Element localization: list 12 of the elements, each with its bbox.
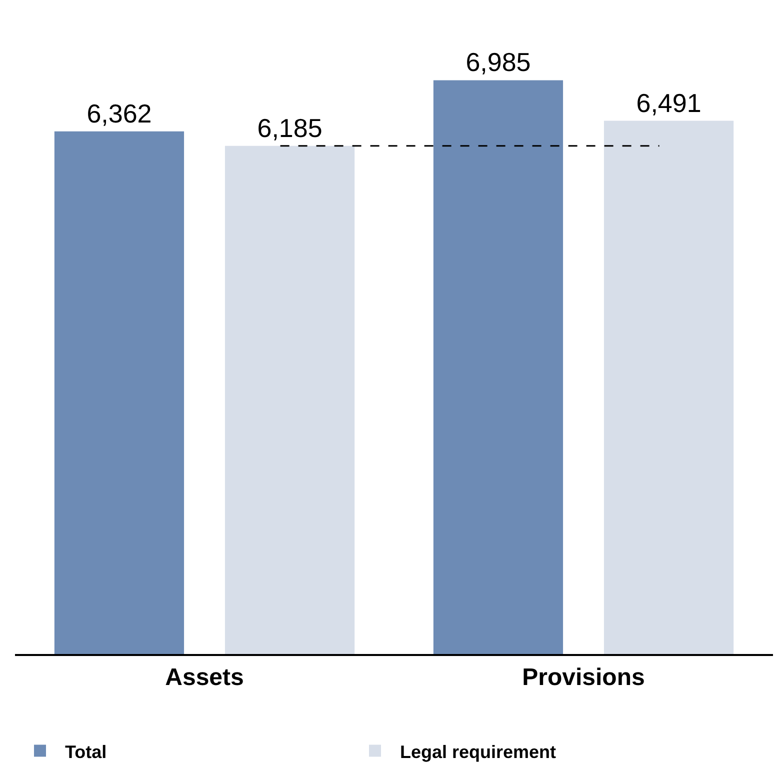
data-label: 6,185	[257, 112, 322, 143]
bar	[604, 120, 734, 654]
legend-label: Total	[65, 742, 107, 762]
bar	[433, 80, 564, 654]
legend-label: Legal requirement	[400, 742, 556, 762]
bar	[224, 146, 355, 654]
x-tick-label: Assets	[165, 664, 244, 691]
data-label: 6,491	[636, 88, 702, 118]
bar	[54, 131, 184, 654]
data-label: 6,985	[466, 47, 531, 78]
data-label: 6,362	[86, 98, 152, 128]
x-tick-label: Provisions	[522, 664, 645, 691]
